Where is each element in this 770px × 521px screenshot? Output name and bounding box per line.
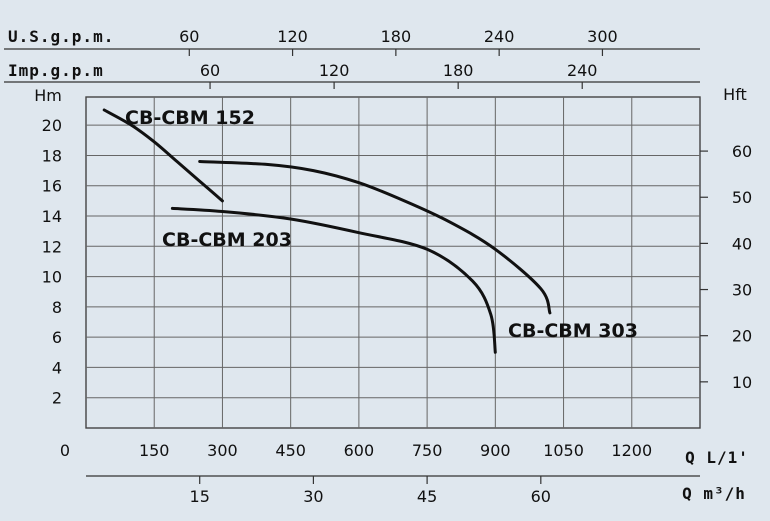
series-label: CB-CBM 203: [162, 229, 292, 251]
hft-tick-label: 50: [732, 188, 752, 207]
lmin-tick-label: 1200: [611, 441, 652, 460]
curve-cb-cbm-152: [102, 108, 224, 203]
hft-tick-label: 20: [732, 327, 752, 346]
lmin-tick-label: 300: [207, 441, 238, 460]
series-label: CB-CBM 303: [508, 320, 638, 342]
usgpm-tick-label: 120: [277, 27, 308, 46]
hm-tick-label: 12: [42, 237, 62, 256]
hm-tick-label: 8: [52, 298, 62, 317]
usgpm-tick-label: 240: [484, 27, 515, 46]
lmin-tick-label: 750: [412, 441, 443, 460]
hft-tick-label: 30: [732, 281, 752, 300]
m3h-tick-label: 15: [190, 487, 210, 506]
hm-tick-label: 10: [42, 268, 62, 287]
impgpm-tick-label: 60: [200, 61, 220, 80]
plot-frame: [85, 96, 701, 429]
hm-tick-label: 16: [42, 177, 62, 196]
usgpm-tick-label: 180: [381, 27, 412, 46]
m3h-tick-label: 30: [303, 487, 323, 506]
impgpm-tick-label: 180: [443, 61, 474, 80]
lmin-tick-label: 1050: [543, 441, 584, 460]
hm-axis-label: Hm: [34, 86, 62, 105]
hm-tick-label: 6: [52, 328, 62, 347]
lmin-tick-label: 600: [344, 441, 375, 460]
usgpm-tick-label: 300: [587, 27, 618, 46]
m3h-axis-label: Q m³/h: [682, 484, 746, 503]
hft-tick-label: 60: [732, 142, 752, 161]
series-label: CB-CBM 152: [125, 107, 255, 129]
hm-tick-label: 4: [52, 358, 62, 377]
m3h-tick-label: 60: [531, 487, 551, 506]
impgpm-axis-label: Imp.g.p.m: [8, 61, 104, 80]
usgpm-tick-label: 60: [179, 27, 199, 46]
lmin-tick-label: 450: [275, 441, 306, 460]
hm-tick-label: 2: [52, 389, 62, 408]
usgpm-axis-label: U.S.g.p.m.: [8, 27, 114, 46]
hft-axis-label: Hft: [723, 85, 747, 104]
curve-cb-cbm-303: [198, 160, 552, 315]
hm-tick-label: 20: [42, 116, 62, 135]
lmin-axis-label: Q L/1': [685, 448, 749, 467]
lmin-tick-label: 900: [480, 441, 511, 460]
impgpm-tick-label: 240: [567, 61, 598, 80]
hm-tick-label: 18: [42, 146, 62, 165]
hft-tick-label: 40: [732, 234, 752, 253]
lmin-tick-label: 0: [60, 441, 70, 460]
hm-tick-label: 14: [42, 207, 62, 226]
hft-tick-label: 10: [732, 373, 752, 392]
impgpm-tick-label: 120: [319, 61, 350, 80]
lmin-tick-label: 150: [139, 441, 170, 460]
curve-cb-cbm-203: [170, 206, 497, 354]
m3h-tick-label: 45: [417, 487, 437, 506]
